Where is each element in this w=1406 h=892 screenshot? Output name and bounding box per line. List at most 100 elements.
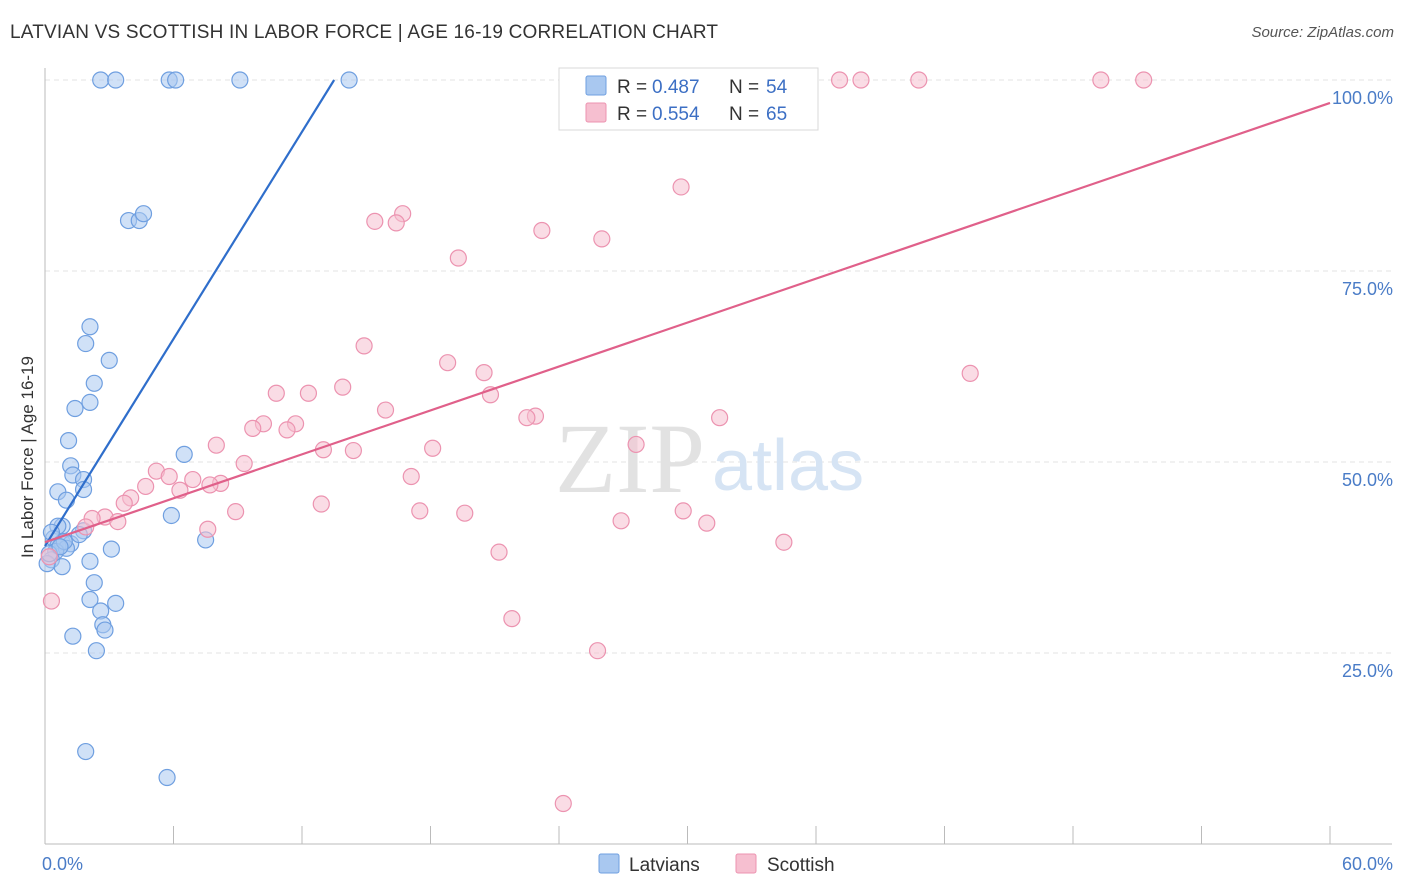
scottish-r-value: 0.554: [652, 104, 700, 125]
scottish-point-63: [40, 548, 58, 566]
scottish-point-34: [344, 441, 362, 460]
scottish-points: [40, 71, 1153, 813]
y-axis-label: In Labor Force | Age 16-19: [18, 356, 37, 558]
latvian-points: [38, 71, 358, 787]
latvians-legend-label: Latvians: [629, 855, 700, 876]
scottish-point-16: [475, 364, 493, 382]
latvian-point-1: [107, 71, 125, 89]
latvian-point-22: [57, 491, 76, 509]
grid-layer: [45, 79, 1392, 654]
scottish-point-53: [199, 520, 217, 538]
latvian-point-36: [81, 552, 99, 570]
latvian-point-47: [77, 742, 95, 761]
latvian-point-39: [85, 574, 103, 592]
scottish-point-47: [411, 502, 429, 520]
x-tick-label-min: 0.0%: [42, 854, 83, 874]
latvian-point-41: [107, 594, 125, 612]
latvian-point-48: [158, 768, 176, 787]
scottish-point-43: [137, 477, 155, 496]
latvian-point-45: [64, 627, 82, 645]
scottish-point-15: [439, 354, 457, 372]
trend-lines: [44, 79, 1331, 547]
scottish-point-3: [852, 71, 870, 89]
scottish-point-59: [503, 610, 521, 628]
scottish-point-13: [449, 249, 467, 267]
watermark: ZIP atlas: [555, 403, 864, 514]
scottish-point-31: [424, 439, 442, 457]
watermark-atlas: atlas: [712, 426, 864, 506]
latvian-point-16: [175, 445, 193, 463]
scottish-point-60: [588, 642, 607, 660]
scottish-point-2: [830, 71, 849, 89]
scottish-point-29: [278, 421, 296, 439]
latvian-point-10: [77, 334, 95, 353]
scottish-point-30: [207, 436, 225, 454]
scottish-point-58: [775, 533, 793, 551]
scottish-point-51: [674, 502, 692, 520]
chart-title: LATVIAN VS SCOTTISH IN LABOR FORCE | AGE…: [10, 22, 719, 43]
latvian-trend-line: [44, 79, 336, 547]
scottish-point-37: [160, 467, 178, 486]
latvian-point-23: [162, 506, 180, 525]
latvian-point-14: [66, 399, 84, 418]
scottish-point-48: [227, 503, 245, 521]
latvian-point-46: [87, 642, 106, 660]
scottish-point-12: [593, 230, 611, 248]
scottish-n-label: N =: [729, 104, 759, 125]
scottish-n-value: 65: [766, 104, 787, 125]
y-tick-label-50: 50.0%: [1342, 470, 1393, 490]
scottish-point-22: [376, 401, 395, 419]
y-tick-label-25: 25.0%: [1342, 661, 1393, 681]
chart-source: Source: ZipAtlas.com: [1251, 24, 1394, 41]
scottish-point-4: [910, 71, 928, 89]
scottish-r-label: R =: [617, 104, 647, 125]
latvian-r-label: R =: [617, 77, 647, 98]
scottish-point-20: [299, 384, 318, 402]
scottish-point-50: [612, 512, 630, 530]
latvian-point-8: [134, 205, 153, 223]
latvian-point-4: [231, 71, 249, 89]
scottish-swatch: [735, 853, 757, 874]
scottish-point-7: [672, 178, 690, 196]
scottish-point-19: [267, 384, 285, 402]
latvian-r-value: 0.487: [652, 77, 700, 98]
scottish-point-28: [244, 419, 262, 437]
latvian-point-0: [92, 71, 110, 89]
scottish-point-25: [711, 409, 729, 427]
scottish-point-45: [115, 494, 133, 512]
scottish-point-39: [402, 467, 420, 486]
scottish-point-62: [42, 592, 61, 610]
scottish-point-14: [355, 337, 373, 355]
scottish-point-5: [1092, 71, 1110, 89]
y-tick-label-75: 75.0%: [1342, 279, 1393, 299]
axes-layer: 25.0% 50.0% 75.0% 100.0% 0.0% 60.0%: [42, 68, 1393, 874]
latvian-point-20: [74, 480, 93, 499]
latvian-point-44: [96, 621, 114, 639]
latvian-point-5: [340, 71, 358, 89]
watermark-zip: ZIP: [555, 403, 705, 514]
scottish-point-10: [387, 214, 405, 232]
scottish-point-24: [518, 409, 536, 427]
scottish-point-49: [456, 504, 474, 522]
scottish-point-46: [312, 495, 330, 513]
scottish-point-17: [961, 364, 979, 382]
latvian-n-label: N =: [729, 77, 759, 98]
scottish-point-32: [627, 435, 645, 454]
scottish-point-9: [366, 212, 384, 230]
scottish-point-35: [235, 454, 253, 473]
scottish-point-57: [490, 543, 508, 561]
latvian-point-9: [81, 318, 99, 336]
latvian-point-53: [51, 538, 69, 556]
scottish-legend-swatch: [585, 102, 607, 123]
latvian-point-15: [59, 432, 78, 450]
latvian-legend-swatch: [585, 75, 607, 96]
scottish-legend-label: Scottish: [767, 855, 835, 876]
y-tick-label-100: 100.0%: [1332, 88, 1393, 108]
scottish-point-6: [1135, 71, 1153, 89]
latvian-point-13: [81, 393, 99, 412]
scottish-point-38: [184, 470, 202, 489]
scottish-point-11: [533, 221, 551, 240]
bottom-legend: Latvians Scottish: [598, 853, 835, 876]
scottish-trend-line: [44, 101, 1331, 544]
